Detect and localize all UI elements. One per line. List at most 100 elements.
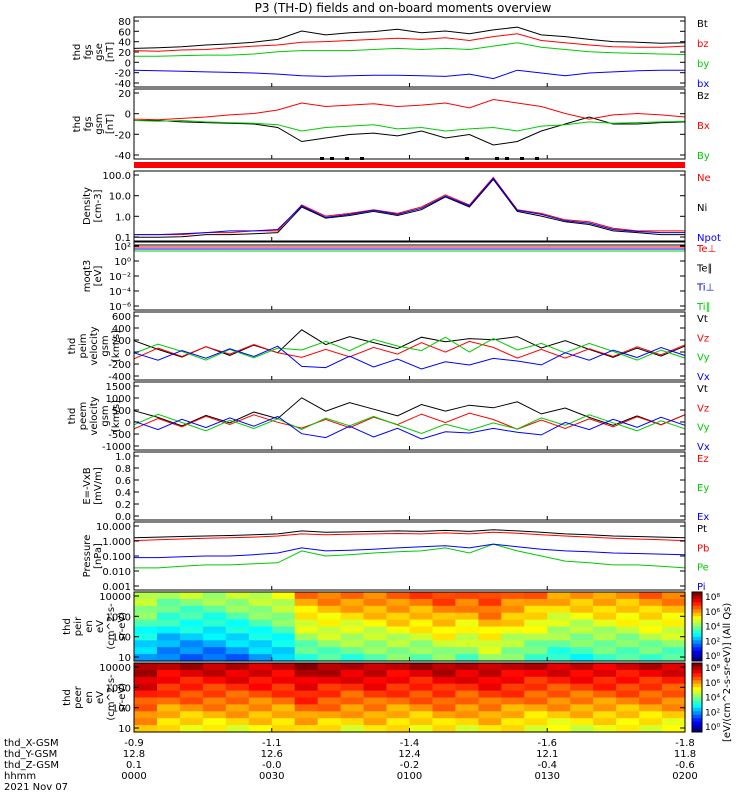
heatmap-cell bbox=[225, 592, 250, 600]
legend-entry: Pi bbox=[697, 582, 706, 593]
heatmap-cell bbox=[179, 633, 204, 641]
heatmap-cell bbox=[363, 663, 388, 671]
heatmap-cell bbox=[524, 725, 548, 733]
heatmap-cell bbox=[639, 640, 663, 648]
heatmap-cell bbox=[547, 619, 571, 628]
heatmap-cell bbox=[593, 676, 617, 685]
heatmap-cell bbox=[271, 612, 296, 621]
heatmap-cell bbox=[662, 704, 686, 712]
heatmap-cell bbox=[134, 633, 158, 641]
heatmap-cell bbox=[639, 704, 663, 712]
flag-bar bbox=[134, 162, 685, 168]
y-axis-label: thd bbox=[62, 618, 73, 635]
heatmap-cell bbox=[386, 690, 411, 699]
colorbar-band bbox=[692, 602, 702, 607]
heatmap-cell bbox=[524, 605, 548, 614]
heatmap-cell bbox=[455, 612, 479, 621]
heatmap-cell bbox=[570, 605, 594, 614]
heatmap-cell bbox=[317, 663, 342, 671]
y-axis-label: E=-VxB bbox=[82, 467, 93, 504]
heatmap-cell bbox=[179, 654, 204, 662]
heatmap-cell bbox=[202, 605, 227, 614]
heatmap-cell bbox=[478, 633, 502, 641]
heatmap-cell bbox=[225, 704, 250, 712]
colorbar-band bbox=[692, 619, 702, 624]
heatmap-cell bbox=[340, 592, 365, 600]
heatmap-cell bbox=[225, 711, 250, 719]
heatmap-cell bbox=[570, 663, 594, 671]
x-axis-value: -0.0 bbox=[262, 760, 282, 771]
colorbar-band bbox=[692, 704, 702, 709]
heatmap-cell bbox=[386, 697, 411, 705]
legend-entry: Ne bbox=[697, 173, 711, 184]
heatmap-cell bbox=[294, 725, 319, 733]
heatmap-cell bbox=[179, 718, 204, 726]
heatmap-cell bbox=[317, 725, 342, 733]
colorbar-band bbox=[692, 663, 702, 667]
heatmap-cell bbox=[386, 619, 411, 628]
heatmap-cell bbox=[157, 612, 181, 621]
y-tick-label: 0 bbox=[125, 348, 131, 359]
colorbar-band bbox=[692, 647, 702, 652]
heatmap-cell bbox=[501, 647, 525, 655]
heatmap-cell bbox=[317, 718, 342, 726]
heatmap-cell bbox=[134, 647, 158, 655]
heatmap-cell bbox=[662, 626, 686, 634]
heatmap-cell bbox=[386, 633, 411, 641]
y-axis-label: sr-eV) bbox=[117, 612, 128, 641]
heatmap-cell bbox=[616, 592, 640, 600]
y-axis-label: fgs bbox=[83, 116, 94, 131]
heatmap-cell bbox=[363, 654, 388, 662]
heatmap-cell bbox=[455, 711, 479, 719]
heatmap-cell bbox=[317, 640, 342, 648]
heatmap-cell bbox=[202, 725, 227, 733]
heatmap-cell bbox=[363, 718, 388, 726]
heatmap-cell bbox=[662, 605, 686, 614]
y-tick-label: -40 bbox=[115, 79, 131, 90]
heatmap-cell bbox=[639, 718, 663, 726]
y-tick-label: 0.4 bbox=[115, 488, 131, 499]
heatmap-cell bbox=[317, 626, 342, 634]
heatmap-cell bbox=[386, 704, 411, 712]
heatmap-cell bbox=[294, 676, 319, 685]
heatmap-cell bbox=[294, 592, 319, 600]
heatmap-cell bbox=[478, 711, 502, 719]
heatmap-cell bbox=[432, 718, 457, 726]
heatmap-cell bbox=[524, 654, 548, 662]
colorbar-band bbox=[692, 666, 702, 671]
colorbar-band bbox=[692, 694, 702, 698]
chart-title: P3 (TH-D) fields and on-board moments ov… bbox=[255, 1, 552, 15]
heatmap-cell bbox=[248, 647, 273, 655]
colorbar-band bbox=[692, 650, 702, 655]
heatmap-cell bbox=[409, 704, 434, 712]
heatmap-cell bbox=[317, 704, 342, 712]
heatmap-cell bbox=[157, 725, 181, 733]
heatmap-cell bbox=[248, 633, 273, 641]
colorbar-tick-label: 10⁸ bbox=[705, 593, 720, 603]
colorbar-band bbox=[692, 643, 702, 648]
heatmap-cell bbox=[547, 626, 571, 634]
heatmap-cell bbox=[271, 697, 296, 705]
y-tick-label: 80 bbox=[118, 17, 131, 28]
heatmap-cell bbox=[157, 704, 181, 712]
y-tick-label: 0 bbox=[125, 418, 131, 429]
heatmap-cell bbox=[317, 592, 342, 600]
heatmap-cell bbox=[248, 676, 273, 685]
heatmap-cell bbox=[340, 598, 365, 607]
y-tick-label: 60 bbox=[118, 27, 131, 38]
heatmap-cell bbox=[157, 669, 181, 678]
y-tick-label: -1000 bbox=[102, 442, 131, 453]
heatmap-cell bbox=[340, 704, 365, 712]
y-tick-label: 0.2 bbox=[115, 500, 131, 511]
heatmap-cell bbox=[593, 669, 617, 678]
heatmap-cell bbox=[639, 647, 663, 655]
heatmap-cell bbox=[248, 598, 273, 607]
heatmap-cell bbox=[570, 612, 594, 621]
series-line-by bbox=[134, 42, 686, 57]
heatmap-cell bbox=[157, 683, 181, 692]
y-axis-label: velocity bbox=[89, 326, 100, 365]
heatmap-cell bbox=[501, 654, 525, 662]
